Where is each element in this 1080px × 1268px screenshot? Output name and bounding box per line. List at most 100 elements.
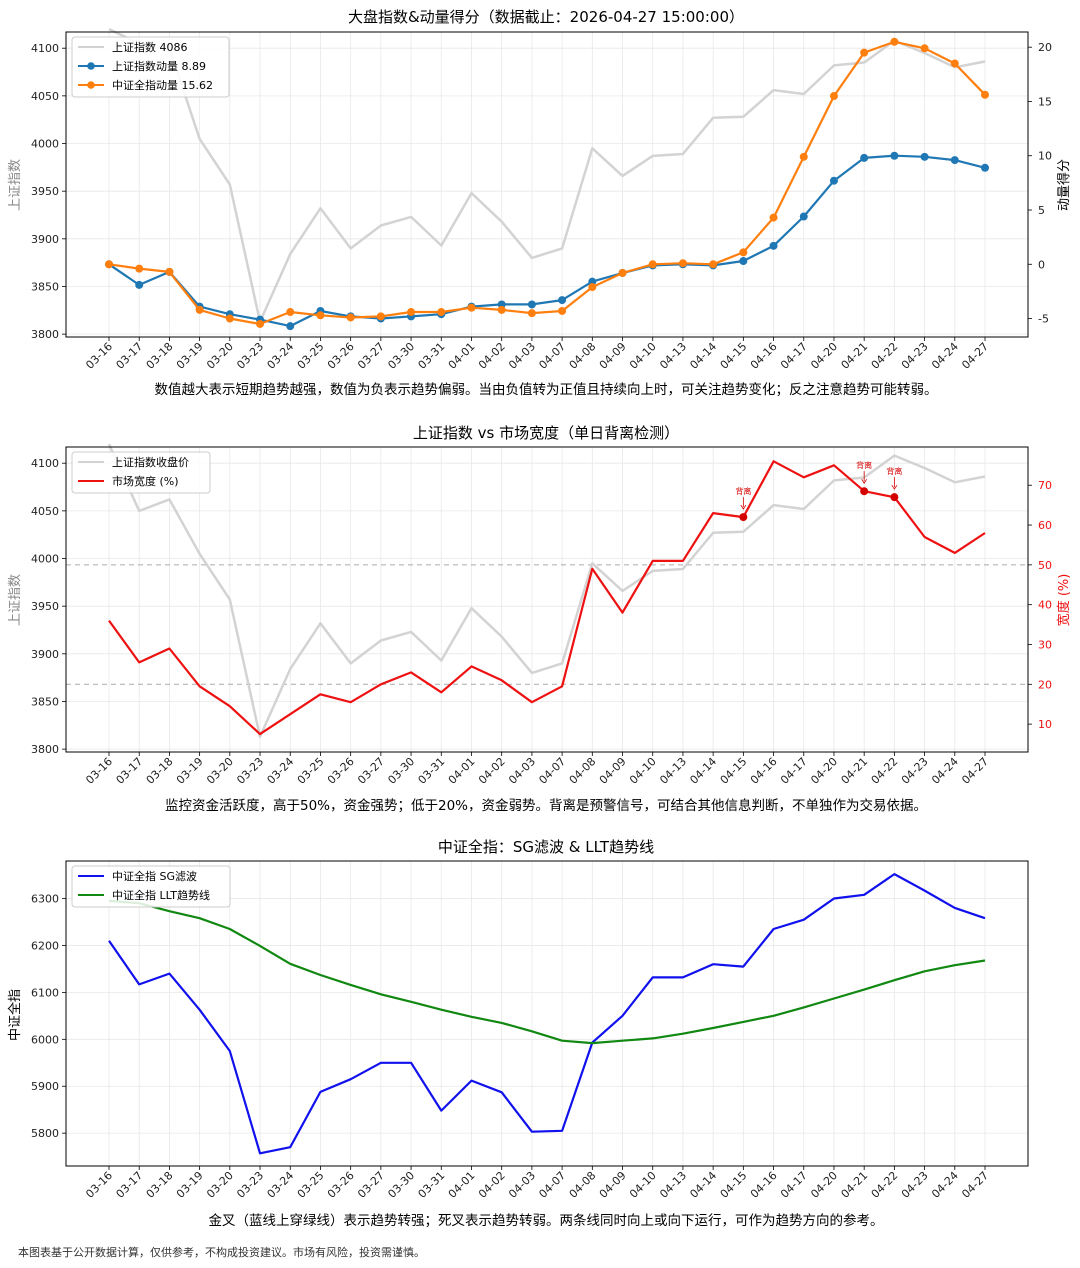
y2-tick-label: -5 xyxy=(1038,313,1049,326)
x-tick-label: 04-09 xyxy=(597,340,629,372)
data-point-orange xyxy=(981,90,989,99)
x-tick-label: 03-16 xyxy=(83,1169,115,1201)
series-line-grey xyxy=(108,27,986,324)
data-point-orange xyxy=(437,308,446,317)
legend-label-llt: 中证全指 LLT趋势线 xyxy=(112,888,210,902)
x-tick-label: 04-15 xyxy=(718,340,750,372)
y-tick-label: 3850 xyxy=(31,280,59,293)
x-tick-label: 04-07 xyxy=(536,1169,568,1201)
x-tick-label: 04-14 xyxy=(687,340,719,372)
data-point-blue xyxy=(829,176,838,185)
x-tick-label: 04-10 xyxy=(627,340,659,372)
x-tick-label: 04-20 xyxy=(808,1169,840,1201)
x-tick-label: 03-18 xyxy=(144,755,176,787)
panel1-caption: 数值越大表示短期趋势越强，数值为负表示趋势偏弱。当由负值转为正值且持续向上时，可… xyxy=(155,381,938,398)
y-tick-label: 4050 xyxy=(31,505,59,518)
y-tick-label: 6200 xyxy=(31,939,59,952)
y-tick-label: 5900 xyxy=(31,1080,59,1093)
data-point-blue xyxy=(799,212,808,221)
panel1-frame xyxy=(65,31,1029,338)
data-point-blue xyxy=(920,152,929,161)
panel1-ylabel: 上证指数 xyxy=(8,159,23,211)
x-tick-label: 04-07 xyxy=(536,340,568,372)
data-point-orange xyxy=(648,260,657,269)
y-tick-label: 4050 xyxy=(31,90,59,103)
x-tick-label: 04-08 xyxy=(567,340,599,372)
x-tick-label: 04-23 xyxy=(899,755,931,787)
panel2-legend: 上证指数收盘价 市场宽度 (%) xyxy=(71,451,211,494)
x-tick-label: 04-01 xyxy=(446,1169,478,1201)
x-tick-label: 03-27 xyxy=(355,340,387,372)
y-tick-label: 6300 xyxy=(31,893,59,906)
x-tick-label: 04-20 xyxy=(808,340,840,372)
x-tick-label: 04-08 xyxy=(567,755,599,787)
panel2-y2label: 宽度 (%) xyxy=(1056,574,1072,627)
x-tick-label: 03-23 xyxy=(234,755,266,787)
data-point-blue xyxy=(981,163,989,172)
data-point-orange xyxy=(860,48,869,57)
data-point-orange xyxy=(678,259,687,268)
panel1-title: 大盘指数&动量得分（数据截止：2026-04-27 15:00:00） xyxy=(348,8,744,26)
x-tick-label: 04-01 xyxy=(446,755,478,787)
x-tick-label: 03-19 xyxy=(174,1169,206,1201)
x-tick-label: 04-13 xyxy=(657,340,689,372)
panel3-ylabel: 中证全指 xyxy=(7,989,23,1041)
data-point-blue xyxy=(527,300,536,309)
x-tick-label: 03-20 xyxy=(204,340,236,372)
x-tick-label: 04-16 xyxy=(748,755,780,787)
y-tick-label: 5800 xyxy=(31,1127,59,1140)
x-tick-label: 04-27 xyxy=(959,755,991,787)
x-tick-label: 04-07 xyxy=(536,755,568,787)
x-tick-label: 03-17 xyxy=(114,1169,146,1201)
y-tick-label: 3800 xyxy=(31,328,59,341)
x-tick-label: 03-20 xyxy=(204,755,236,787)
x-tick-label: 04-03 xyxy=(506,340,538,372)
x-tick-label: 03-18 xyxy=(144,1169,176,1201)
data-point-orange xyxy=(346,313,355,322)
panel1-legend-box xyxy=(71,36,230,98)
series-line-green xyxy=(108,899,986,1045)
y2-tick-label: 30 xyxy=(1038,638,1052,651)
data-point-orange xyxy=(135,264,144,273)
x-tick-label: 03-30 xyxy=(385,755,417,787)
divergence-label: 背离 xyxy=(735,486,751,496)
x-tick-label: 03-26 xyxy=(325,340,357,372)
x-tick-label: 03-26 xyxy=(325,1169,357,1201)
legend-marker-orange xyxy=(87,81,95,89)
panel3-title: 中证全指：SG滤波 & LLT趋势线 xyxy=(438,838,654,856)
x-tick-label: 03-27 xyxy=(355,755,387,787)
y2-tick-label: 70 xyxy=(1038,479,1052,492)
data-point-orange xyxy=(527,309,536,318)
x-tick-label: 03-17 xyxy=(114,755,146,787)
x-tick-label: 03-17 xyxy=(114,340,146,372)
panel2-frame xyxy=(65,446,1029,753)
x-tick-label: 04-22 xyxy=(869,755,901,787)
x-tick-label: 04-02 xyxy=(476,340,508,372)
data-point-orange xyxy=(890,37,899,46)
x-tick-label: 04-23 xyxy=(899,1169,931,1201)
x-tick-label: 04-09 xyxy=(597,1169,629,1201)
data-point-blue xyxy=(558,296,567,305)
legend-marker-blue xyxy=(87,62,95,70)
series-line-orange xyxy=(108,40,986,326)
data-point-blue xyxy=(860,153,869,162)
data-point-orange xyxy=(558,306,567,315)
x-tick-label: 04-21 xyxy=(838,340,870,372)
data-point-blue xyxy=(769,241,778,250)
y2-tick-label: 60 xyxy=(1038,519,1052,532)
data-point-orange xyxy=(950,59,959,68)
panel3-frame xyxy=(65,860,1029,1167)
data-point-blue xyxy=(950,156,959,165)
x-tick-label: 04-22 xyxy=(869,1169,901,1201)
data-point-blue xyxy=(739,257,748,266)
data-point-blue xyxy=(890,151,899,160)
x-tick-label: 04-22 xyxy=(869,340,901,372)
x-tick-label: 03-20 xyxy=(204,1169,236,1201)
x-tick-label: 04-24 xyxy=(929,1169,961,1201)
x-tick-label: 03-18 xyxy=(144,340,176,372)
panel3-caption: 金叉（蓝线上穿绿线）表示趋势转强；死叉表示趋势转弱。两条线同时向上或向下运行，可… xyxy=(209,1212,884,1229)
y2-tick-label: 10 xyxy=(1038,150,1052,163)
y2-tick-label: 40 xyxy=(1038,599,1052,612)
y-tick-label: 3800 xyxy=(31,743,59,756)
x-tick-label: 03-19 xyxy=(174,340,206,372)
